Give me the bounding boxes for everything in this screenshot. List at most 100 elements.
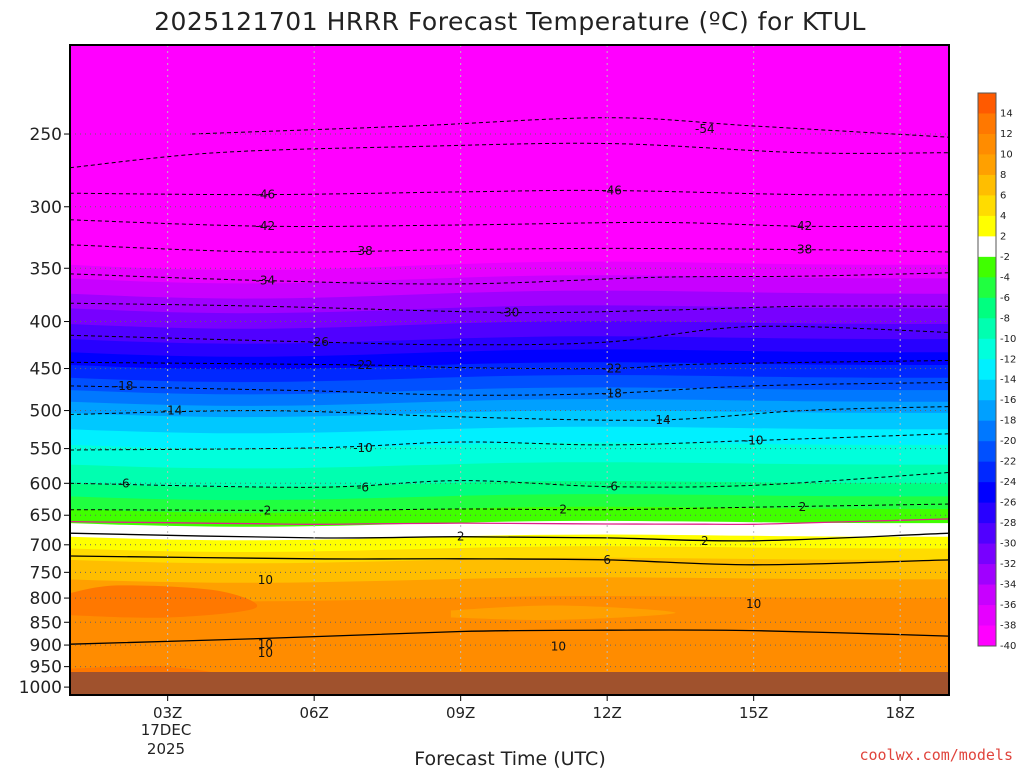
cool-pocket-850 xyxy=(450,605,676,621)
contour-label: -22 xyxy=(353,358,373,372)
x-tick-label: 06Z xyxy=(299,704,328,722)
y-tick-label: 400 xyxy=(30,313,62,333)
y-tick-label: 700 xyxy=(30,536,62,556)
y-tick-label: 450 xyxy=(30,360,62,380)
contour-label: -14 xyxy=(163,404,183,418)
isotherm-lines xyxy=(70,117,949,645)
y-tick-label: 550 xyxy=(30,440,62,460)
colorbar-swatch xyxy=(978,93,996,114)
contour-label: -2 xyxy=(259,503,271,517)
colorbar-swatch xyxy=(978,338,996,360)
colorbar-swatch xyxy=(978,195,996,217)
y-axis-ticks: 250 300 350 400 450 500 550 600 650 700 750 800 850 9… xyxy=(19,125,70,698)
x-tick-label: 09Z xyxy=(446,704,475,722)
isotherm--38 xyxy=(70,244,949,253)
colorbar-label: -14 xyxy=(1000,375,1016,386)
contour-label: 2 xyxy=(457,530,465,544)
colorbar-swatch xyxy=(978,502,996,524)
colorbar: 14 12 10 8 6 4 2 -2 -4 -6 -8 -10 -12 -14 -16 -18 -20 -22 -… xyxy=(977,92,1016,652)
isotherm--18 xyxy=(70,382,949,396)
contour-label: 2 xyxy=(799,500,807,514)
colorbar-swatch xyxy=(978,318,996,340)
colorbar-label: 4 xyxy=(1000,211,1006,222)
contour-label: -42 xyxy=(256,219,276,233)
colorbar-label: -34 xyxy=(1000,580,1016,591)
colorbar-swatch xyxy=(978,605,996,627)
colorbar-swatch xyxy=(978,236,996,258)
contour-label: -18 xyxy=(602,386,622,400)
contour-label: 2 xyxy=(559,503,567,517)
ground-layer xyxy=(70,672,949,695)
contour-label: -10 xyxy=(744,434,764,448)
colorbar-swatch xyxy=(978,564,996,586)
colorbar-swatch xyxy=(978,461,996,483)
y-tick-label: 850 xyxy=(30,613,62,633)
band-10 xyxy=(70,596,949,695)
date-label-year: 2025 xyxy=(147,740,185,758)
colorbar-label: -4 xyxy=(1000,272,1010,283)
colorbar-label: -2 xyxy=(1000,252,1010,263)
contour-label: -38 xyxy=(793,243,813,257)
contour-label: -6 xyxy=(357,480,369,494)
isotherm--34 xyxy=(70,272,949,285)
isotherm-2 xyxy=(70,532,949,542)
contour-label: -34 xyxy=(256,274,276,288)
colorbar-label: -24 xyxy=(1000,477,1016,488)
plot-area: -54-46 -46-42 -42-38 -38-34-30-26-22 -22-18-… xyxy=(70,45,949,695)
y-tick-label: 900 xyxy=(30,636,62,656)
colorbar-swatch xyxy=(978,256,996,278)
colorbar-label: 2 xyxy=(1000,231,1006,242)
contour-label: -26 xyxy=(309,335,329,349)
contour-labels: -54-46 -46-42 -42-38 -38-34-30-26-22 -22-18-… xyxy=(114,122,812,660)
y-tick-label: 800 xyxy=(30,589,62,609)
contour-label: -30 xyxy=(500,305,520,319)
colorbar-swatch xyxy=(978,482,996,504)
contour-label: -42 xyxy=(793,219,813,233)
contour-label: -46 xyxy=(256,188,276,202)
chart-title: 2025121701 HRRR Forecast Temperature (ºC… xyxy=(154,7,866,36)
x-tick-label: 03Z xyxy=(153,704,182,722)
colorbar-swatch xyxy=(978,584,996,606)
isotherm--46 xyxy=(70,189,949,196)
colorbar-swatch xyxy=(978,400,996,422)
isotherm--30 xyxy=(70,302,949,314)
colorbar-label: 12 xyxy=(1000,129,1013,140)
colorbar-label: -16 xyxy=(1000,395,1016,406)
credit-text: coolwx.com/models xyxy=(859,746,1013,764)
colorbar-swatch xyxy=(978,133,996,155)
colorbar-label: -32 xyxy=(1000,559,1016,570)
colorbar-label: -30 xyxy=(1000,539,1016,550)
colorbar-swatch xyxy=(978,174,996,196)
colorbar-label: -20 xyxy=(1000,436,1016,447)
x-tick-label: 12Z xyxy=(592,704,621,722)
y-tick-label: 1000 xyxy=(19,678,62,698)
y-tick-label: 950 xyxy=(30,658,62,678)
contour-label: -10 xyxy=(353,441,373,455)
isotherm--50 xyxy=(70,142,949,169)
x-axis-ticks: 03Z 06Z 09Z 12Z 15Z 18Z xyxy=(153,695,915,722)
isotherm--2 xyxy=(70,503,949,511)
contour-label: -14 xyxy=(651,413,671,427)
isotherm-6 xyxy=(70,555,949,566)
isotherm--26 xyxy=(70,325,949,346)
contour-label: -6 xyxy=(606,480,618,494)
colorbar-label: -18 xyxy=(1000,416,1016,427)
y-tick-label: 350 xyxy=(30,259,62,279)
warm-pocket-low-level xyxy=(70,585,258,618)
isotherm-10 xyxy=(70,629,949,645)
isotherm--10 xyxy=(70,433,949,451)
colorbar-label: 6 xyxy=(1000,190,1006,201)
y-tick-label: 650 xyxy=(30,506,62,526)
y-tick-label: 500 xyxy=(30,402,62,422)
date-label-day: 17DEC xyxy=(141,721,192,739)
contour-label: -46 xyxy=(602,183,622,197)
colorbar-swatch xyxy=(978,523,996,545)
contour-label: -18 xyxy=(114,379,134,393)
colorbar-swatch xyxy=(978,543,996,565)
y-tick-label: 250 xyxy=(30,125,62,145)
colorbar-label: 8 xyxy=(1000,170,1006,181)
x-axis-label: Forecast Time (UTC) xyxy=(414,748,605,768)
isotherm--42 xyxy=(70,219,949,228)
y-tick-label: 750 xyxy=(30,563,62,583)
contour-label: -6 xyxy=(118,476,130,490)
